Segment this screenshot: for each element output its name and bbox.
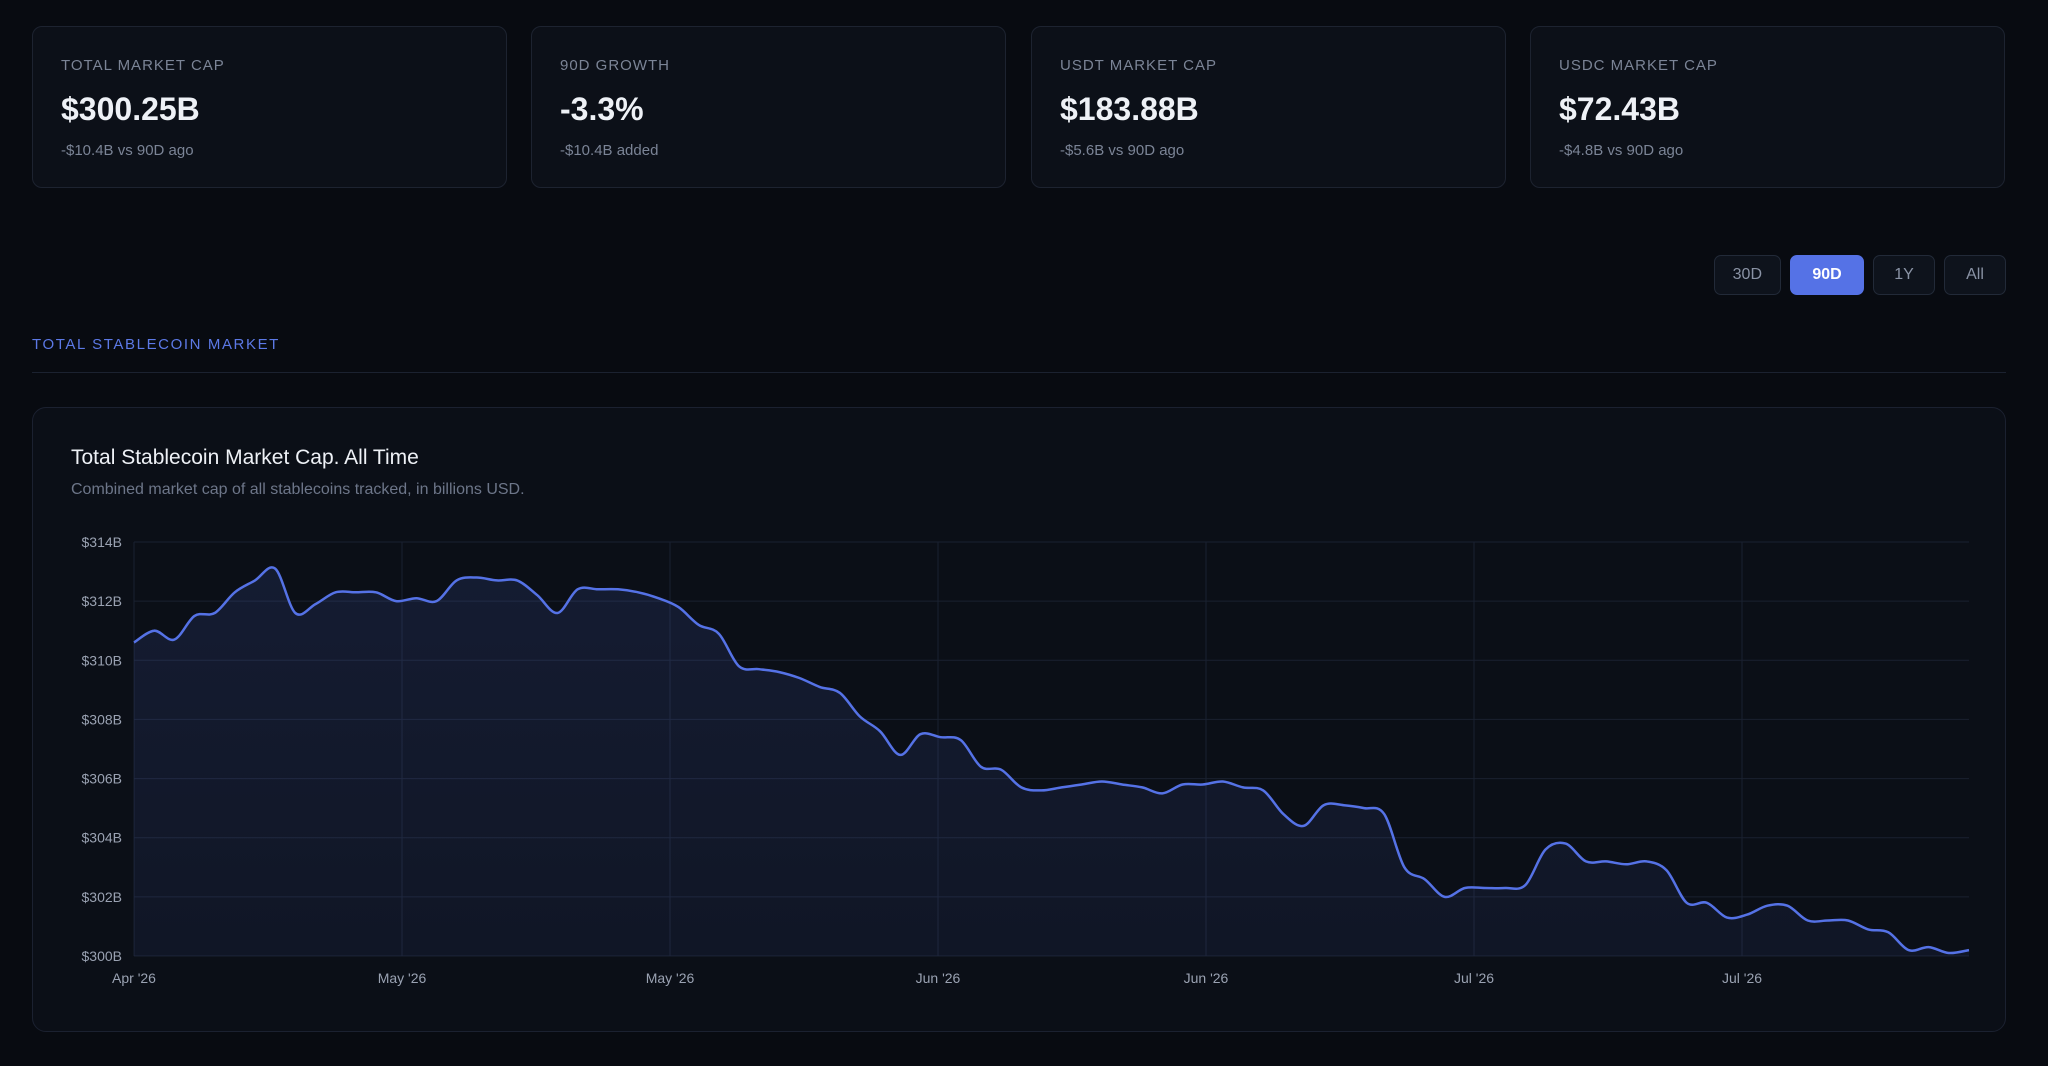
stat-change: -$10.4B added bbox=[560, 142, 659, 159]
chart-card: Total Stablecoin Market Cap. All Time Co… bbox=[32, 407, 2006, 1032]
y-tick-label: $312B bbox=[82, 593, 122, 609]
stat-label: USDT MARKET CAP bbox=[1060, 57, 1217, 74]
x-tick-label: Jul '26 bbox=[1454, 970, 1494, 986]
stat-label: TOTAL MARKET CAP bbox=[61, 57, 225, 74]
stat-value: $183.88B bbox=[1060, 91, 1199, 127]
section-title: TOTAL STABLECOIN MARKET bbox=[32, 336, 280, 353]
x-tick-label: May '26 bbox=[646, 970, 695, 986]
section-divider bbox=[32, 372, 2006, 373]
stat-value: $300.25B bbox=[61, 91, 200, 127]
stat-value: $72.43B bbox=[1559, 91, 1680, 127]
stat-value: -3.3% bbox=[560, 91, 644, 127]
x-tick-label: May '26 bbox=[378, 970, 427, 986]
stat-change: -$4.8B vs 90D ago bbox=[1559, 142, 1684, 159]
y-tick-label: $300B bbox=[82, 948, 122, 964]
range-button-30d[interactable]: 30D bbox=[1713, 255, 1781, 295]
stat-card-90d-growth: 90D GROWTH -3.3% -$10.4B added bbox=[531, 26, 1006, 188]
chart-title: Total Stablecoin Market Cap. All Time bbox=[71, 446, 419, 469]
y-tick-label: $302B bbox=[82, 889, 122, 905]
stat-label: 90D GROWTH bbox=[560, 57, 671, 74]
x-tick-label: Jul '26 bbox=[1722, 970, 1762, 986]
stat-card-total-market-cap: TOTAL MARKET CAP $300.25B -$10.4B vs 90D… bbox=[32, 26, 507, 188]
y-tick-label: $314B bbox=[82, 534, 122, 550]
chart-subtitle: Combined market cap of all stablecoins t… bbox=[71, 481, 525, 498]
range-button-all[interactable]: All bbox=[1944, 255, 2006, 295]
range-button-1y[interactable]: 1Y bbox=[1873, 255, 1935, 295]
series-area bbox=[134, 567, 1969, 956]
range-selector: 30D 90D 1Y All bbox=[1713, 255, 2006, 295]
stat-change: -$5.6B vs 90D ago bbox=[1060, 142, 1185, 159]
x-tick-label: Jun '26 bbox=[916, 970, 961, 986]
y-tick-label: $308B bbox=[82, 711, 122, 727]
market-cap-chart[interactable]: $300B $302B $304B $306B $308B $310B $312B $314B… bbox=[33, 408, 2005, 1031]
x-tick-label: Apr '26 bbox=[112, 970, 156, 986]
y-tick-label: $306B bbox=[82, 771, 122, 787]
stats-row: TOTAL MARKET CAP $300.25B -$10.4B vs 90D… bbox=[32, 26, 2006, 188]
stat-card-usdc-market-cap: USDC MARKET CAP $72.43B -$4.8B vs 90D ag… bbox=[1530, 26, 2005, 188]
stat-change: -$10.4B vs 90D ago bbox=[61, 142, 194, 159]
y-tick-label: $304B bbox=[82, 830, 122, 846]
range-button-90d[interactable]: 90D bbox=[1790, 255, 1864, 295]
y-tick-label: $310B bbox=[82, 652, 122, 668]
stat-label: USDC MARKET CAP bbox=[1559, 57, 1718, 74]
stat-card-usdt-market-cap: USDT MARKET CAP $183.88B -$5.6B vs 90D a… bbox=[1031, 26, 1506, 188]
x-tick-label: Jun '26 bbox=[1184, 970, 1229, 986]
series-line bbox=[133, 566, 1970, 955]
